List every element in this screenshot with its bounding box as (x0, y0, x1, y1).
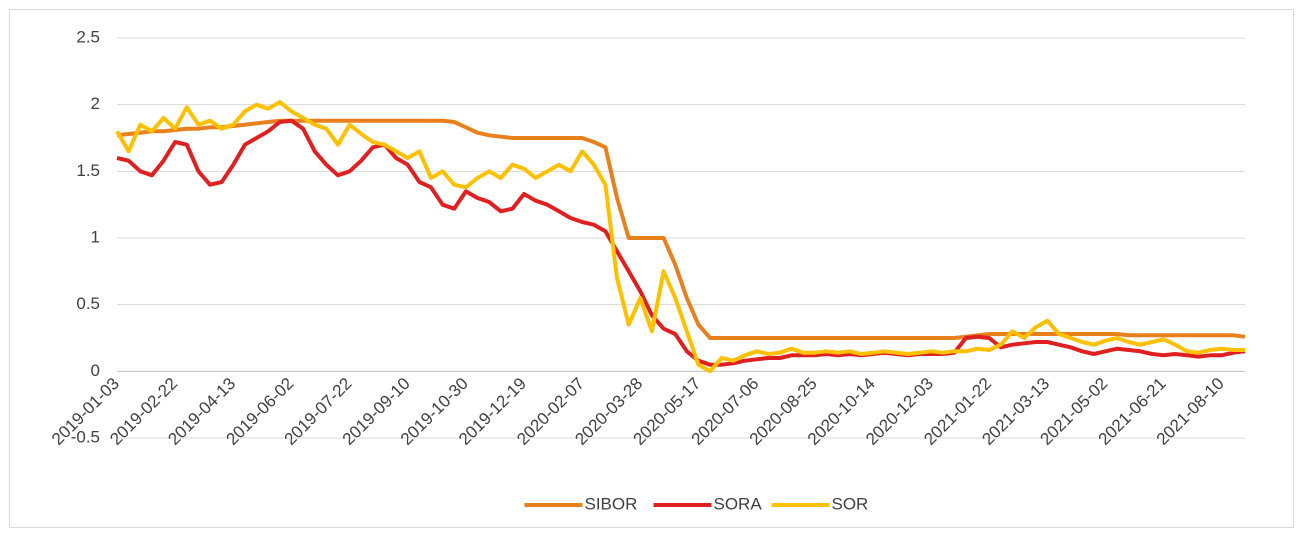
y-tick-label: -0.5 (71, 427, 100, 446)
legend-label: SORA (714, 494, 763, 513)
y-tick-label: 0 (91, 361, 100, 380)
series-line (116, 118, 1246, 367)
y-tick-label: 1.5 (76, 161, 100, 180)
series-line (115, 100, 1245, 374)
chart-frame (9, 9, 1294, 528)
legend-label: SOR (832, 494, 869, 513)
legend-label: SIBOR (585, 494, 638, 513)
y-tick-label: 0.5 (76, 294, 100, 313)
y-tick-label: 2.5 (76, 27, 100, 46)
y-tick-label: 2 (91, 94, 100, 113)
y-tick-label: 1 (91, 227, 100, 246)
